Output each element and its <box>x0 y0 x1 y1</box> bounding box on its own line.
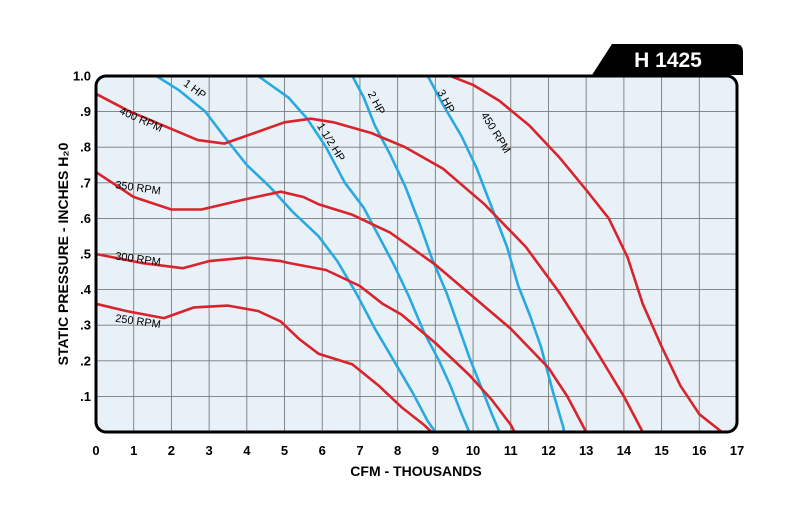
y-tick-label: .6 <box>80 211 91 226</box>
x-tick-label: 8 <box>394 443 401 458</box>
x-tick-label: 3 <box>206 443 213 458</box>
x-tick-label: 13 <box>579 443 593 458</box>
rpm-curve-400-rpm <box>94 92 644 434</box>
curves <box>94 74 724 434</box>
x-tick-label: 9 <box>432 443 439 458</box>
y-tick-label: .8 <box>80 140 91 155</box>
y-tick-label: .2 <box>80 353 91 368</box>
x-tick-label: 11 <box>504 443 518 458</box>
y-tick-label: .1 <box>80 389 91 404</box>
x-tick-label: 4 <box>243 443 251 458</box>
x-tick-label: 17 <box>730 443 744 458</box>
y-tick-label: 1.0 <box>73 69 91 84</box>
x-ticks: 0 1 2 3 4 5 6 7 8 9 10 11 12 13 14 15 16 17 <box>92 443 744 458</box>
rpm-curve-450-rpm <box>449 74 724 434</box>
x-tick-label: 15 <box>654 443 668 458</box>
x-tick-label: 2 <box>168 443 175 458</box>
grid <box>96 76 737 432</box>
rpm-curve-250-rpm <box>94 302 433 434</box>
y-tick-label: .9 <box>80 104 91 119</box>
x-tick-label: 7 <box>356 443 363 458</box>
rpm-curve-350-rpm <box>94 170 588 434</box>
y-tick-label: .7 <box>80 175 91 190</box>
x-axis-title: CFM - THOUSANDS <box>350 463 481 479</box>
model-label: H 1425 <box>634 49 702 72</box>
hp-curve-1-1-2-hp <box>256 74 471 434</box>
plot-border <box>94 74 739 434</box>
y-tick-label: .5 <box>80 247 91 262</box>
x-tick-label: 10 <box>466 443 480 458</box>
x-tick-label: 16 <box>692 443 706 458</box>
hp-curve-3-hp <box>426 74 565 434</box>
x-tick-label: 14 <box>617 443 632 458</box>
x-tick-label: 6 <box>319 443 326 458</box>
y-tick-label: .3 <box>80 318 91 333</box>
x-tick-label: 5 <box>281 443 288 458</box>
y-ticks: .1 .2 .3 .4 .5 .6 .7 .8 .9 1.0 <box>73 69 92 404</box>
x-tick-label: 12 <box>541 443 555 458</box>
model-tab <box>592 44 743 75</box>
y-axis-title: STATIC PRESSURE - INCHES H₂0 <box>55 142 71 365</box>
hp-curve-1-hp <box>155 74 437 434</box>
rpm-curve-300-rpm <box>94 252 516 434</box>
x-tick-label: 0 <box>92 443 99 458</box>
x-tick-label: 1 <box>130 443 137 458</box>
y-tick-label: .4 <box>80 282 92 297</box>
